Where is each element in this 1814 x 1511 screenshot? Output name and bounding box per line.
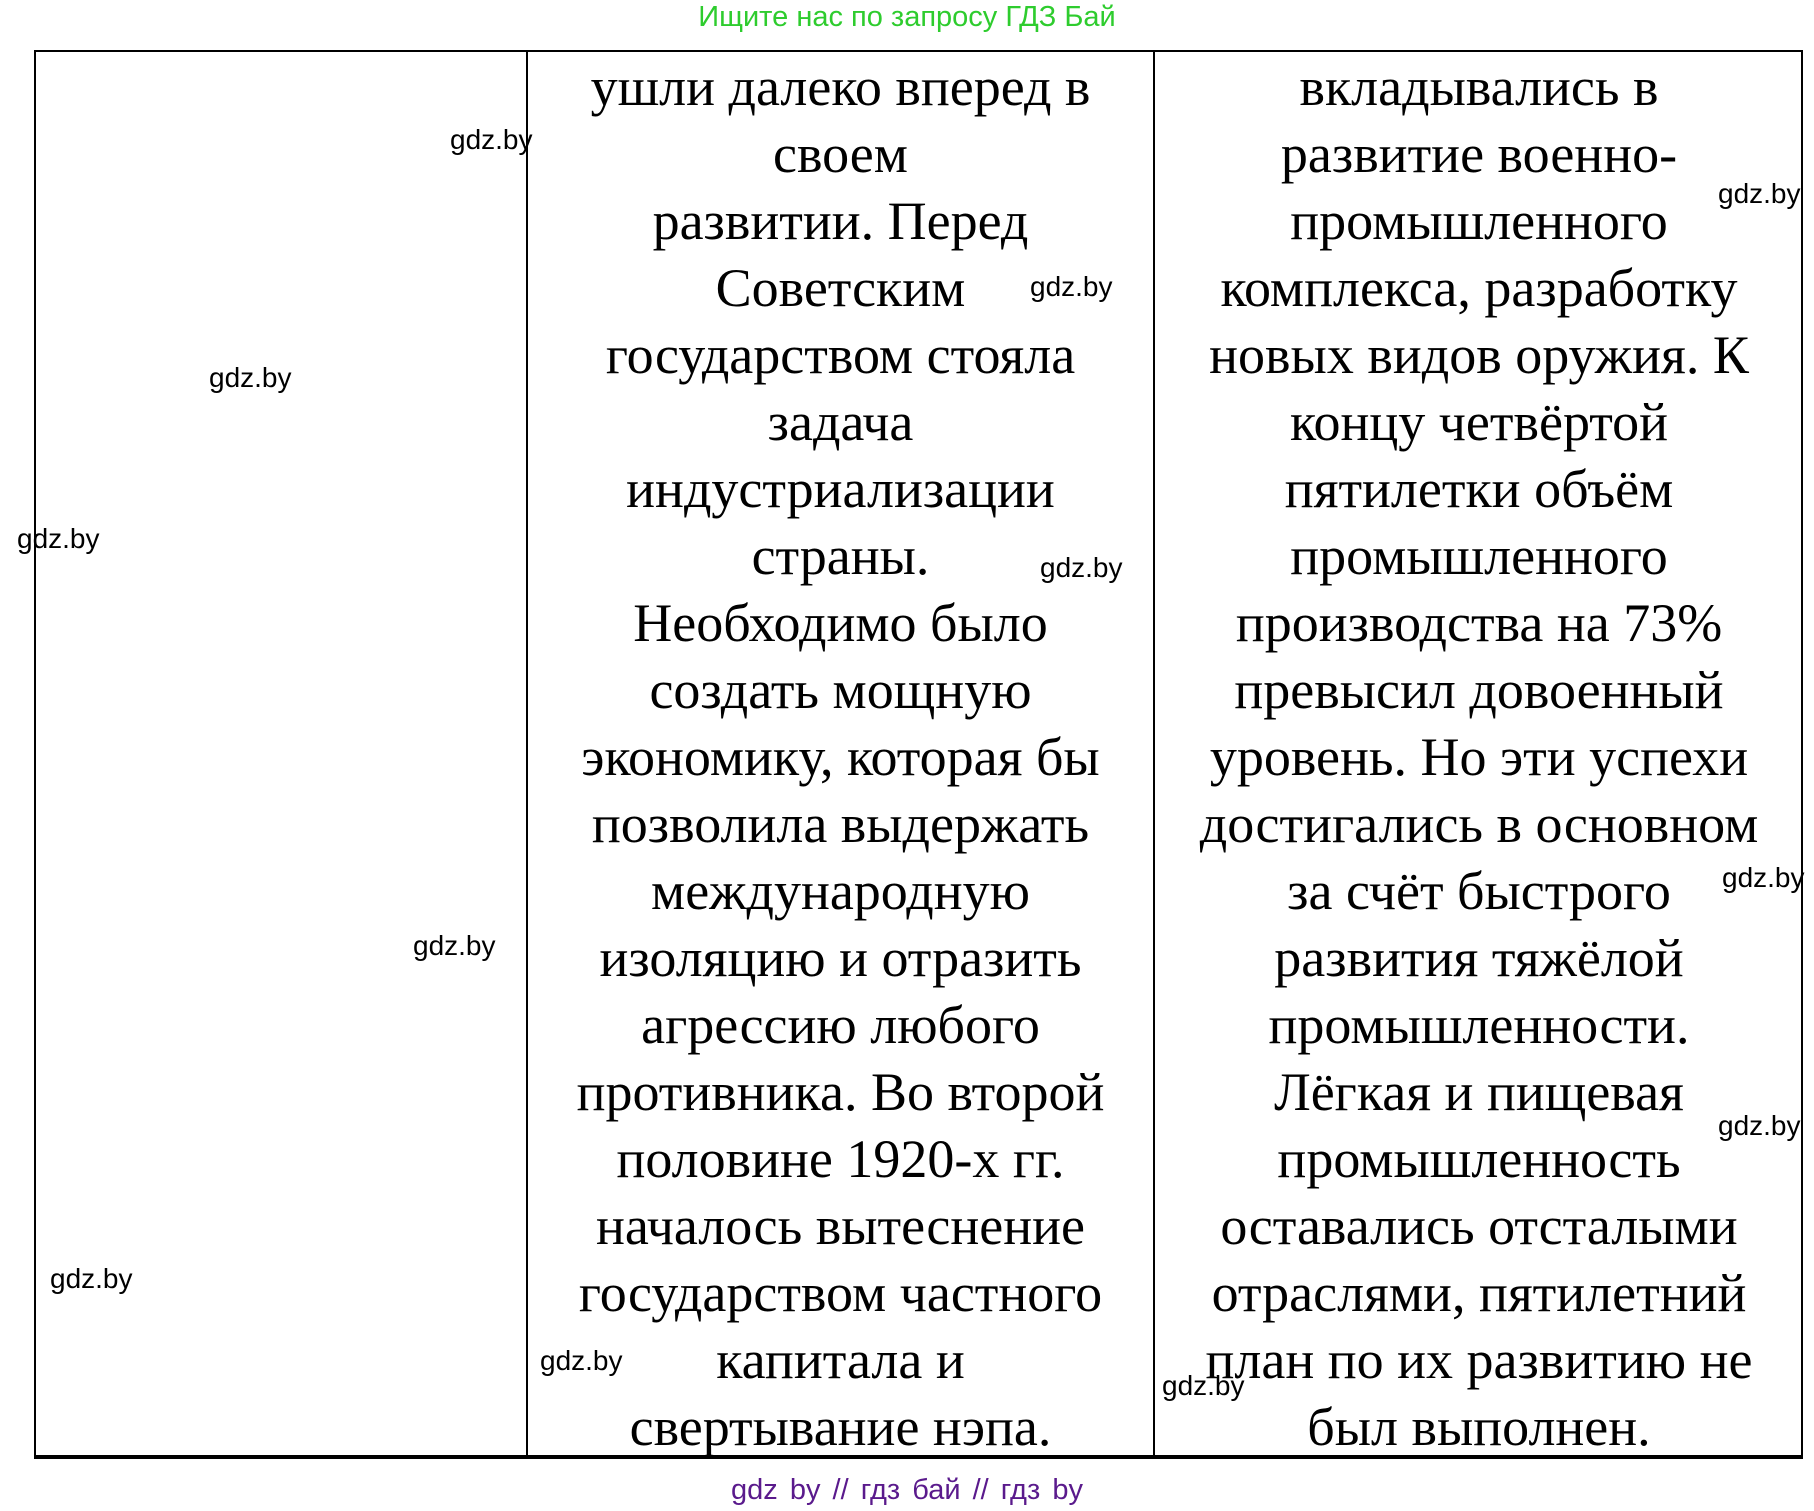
table-cell-column-3: вкладывались в развитие военно-промышленн… bbox=[1155, 54, 1803, 1461]
text-line: создать мощную bbox=[649, 660, 1032, 720]
text-line: ушли далеко вперед в bbox=[590, 57, 1091, 117]
text-line: превысил довоенный bbox=[1234, 660, 1724, 720]
text-line: вкладывались в bbox=[1299, 57, 1659, 117]
text-line: промышленность bbox=[1277, 1129, 1681, 1189]
text-line: развитие военно- bbox=[1280, 124, 1678, 184]
text-line: Советским bbox=[715, 258, 966, 318]
watermark: gdz.by bbox=[540, 1345, 623, 1376]
watermark: gdz.by bbox=[1722, 862, 1805, 893]
text-line: свертывание нэпа. bbox=[629, 1397, 1052, 1457]
text-line: позволила выдержать bbox=[591, 794, 1090, 854]
text-line: государством стояла bbox=[605, 325, 1076, 385]
text-line: достигались в основном bbox=[1199, 794, 1759, 854]
text-line: Необходимо было bbox=[633, 593, 1048, 653]
answer-table: ушли далеко вперед в своем развитии. Перед… bbox=[34, 50, 1803, 1459]
text-line: страны. bbox=[751, 526, 930, 586]
text-line: производства на 73% bbox=[1235, 593, 1723, 653]
text-line: промышленного bbox=[1290, 526, 1668, 586]
text-line: промышленности. bbox=[1268, 995, 1690, 1055]
column-divider bbox=[1153, 52, 1155, 1455]
text-line: задача bbox=[767, 392, 914, 452]
text-line: отраслями, пятилетний bbox=[1211, 1263, 1747, 1323]
text-line: комплекса, разработку bbox=[1220, 258, 1738, 318]
watermark: gdz.by bbox=[1718, 178, 1801, 209]
watermark: gdz.by bbox=[1162, 1370, 1245, 1401]
text-line: за счёт быстрого bbox=[1287, 861, 1671, 921]
text-line: противника. Во второй bbox=[576, 1062, 1105, 1122]
footer-links: gdz by // гдз бай // гдз by bbox=[731, 1474, 1083, 1506]
text-line: развития тяжёлой bbox=[1274, 928, 1684, 988]
watermark: gdz.by bbox=[1030, 271, 1113, 302]
text-line: началось вытеснение bbox=[596, 1196, 1085, 1256]
watermark: gdz.by bbox=[1718, 1110, 1801, 1141]
text-line: экономику, которая бы bbox=[581, 727, 1100, 787]
text-line: план по их развитию не bbox=[1205, 1330, 1753, 1390]
watermark: gdz.by bbox=[17, 523, 100, 554]
text-line: развитии. Перед bbox=[652, 191, 1029, 251]
watermark: gdz.by bbox=[50, 1263, 133, 1294]
column-divider bbox=[526, 52, 528, 1455]
text-line: оставались отсталыми bbox=[1220, 1196, 1738, 1256]
text-line: изоляцию и отразить bbox=[599, 928, 1082, 988]
text-line: агрессию любого bbox=[641, 995, 1040, 1055]
text-line: половине 1920-х гг. bbox=[616, 1129, 1065, 1189]
text-line: был выполнен. bbox=[1307, 1397, 1651, 1457]
search-hint-header: Ищите нас по запросу ГДЗ Бай bbox=[698, 1, 1116, 33]
text-line: государством частного bbox=[578, 1263, 1103, 1323]
text-line: промышленного bbox=[1290, 191, 1668, 251]
watermark: gdz.by bbox=[209, 362, 292, 393]
text-line: индустриализации bbox=[626, 459, 1055, 519]
watermark: gdz.by bbox=[1040, 552, 1123, 583]
text-line: международную bbox=[651, 861, 1030, 921]
text-line: Лёгкая и пищевая bbox=[1274, 1062, 1684, 1122]
text-line: новых видов оружия. К bbox=[1209, 325, 1749, 385]
watermark: gdz.by bbox=[413, 930, 496, 961]
watermark: gdz.by bbox=[450, 124, 533, 155]
text-line: капитала и bbox=[716, 1330, 965, 1390]
table-cell-column-2: ушли далеко вперед в своем развитии. Перед… bbox=[528, 54, 1153, 1461]
text-line: концу четвёртой bbox=[1289, 392, 1669, 452]
text-line: уровень. Но эти успехи bbox=[1209, 727, 1749, 787]
text-line: своем bbox=[773, 124, 908, 184]
text-line: пятилетки объём bbox=[1284, 459, 1674, 519]
